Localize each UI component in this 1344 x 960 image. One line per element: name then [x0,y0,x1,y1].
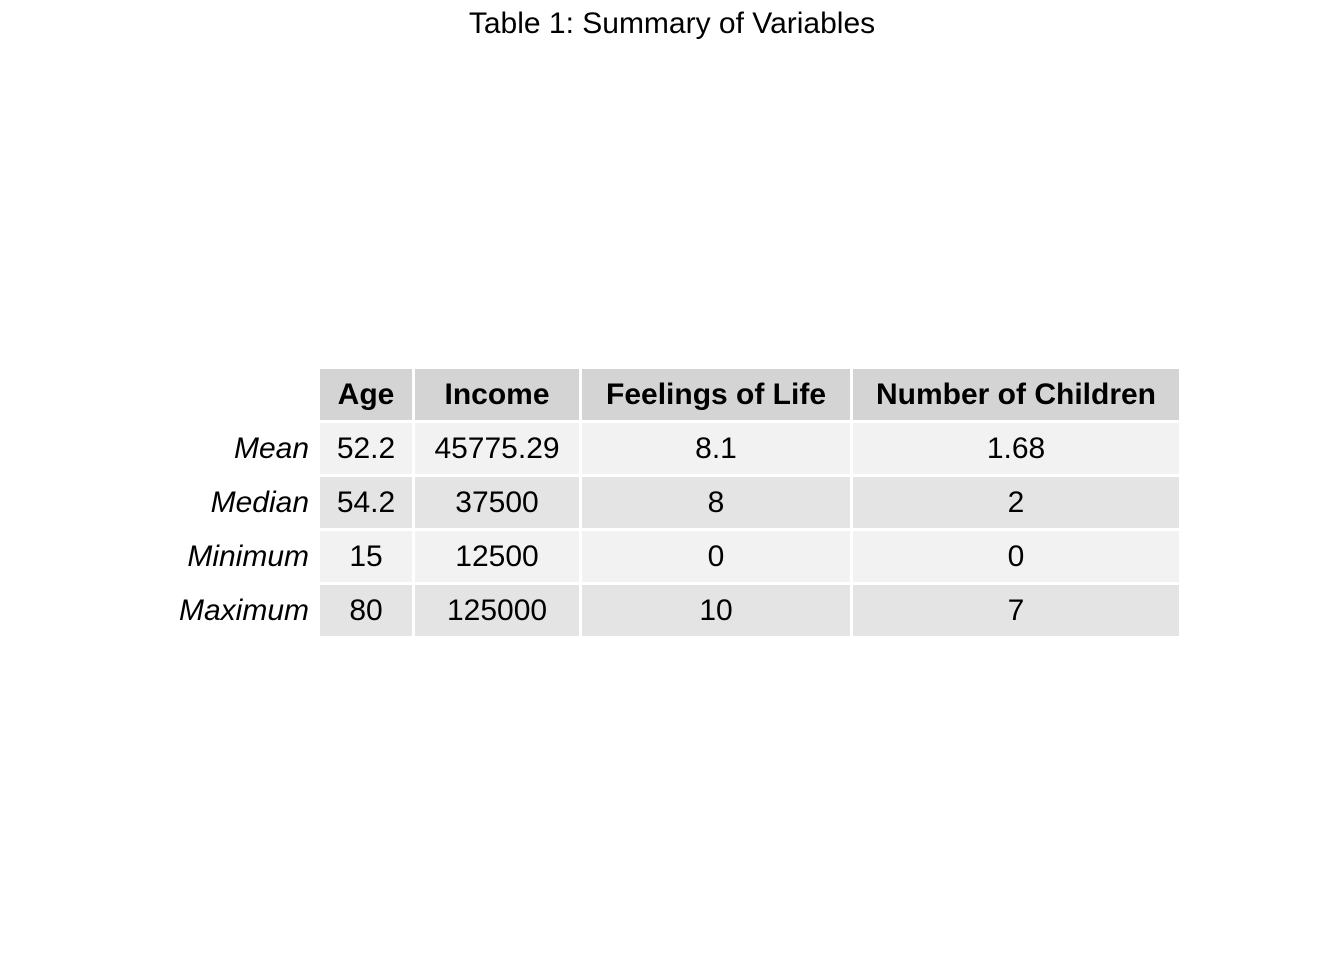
table-title: Table 1: Summary of Variables [468,7,876,40]
corner-cell [179,369,317,420]
table-row-minimum: Minimum 15 12500 0 0 [179,531,1180,582]
row-label-maximum: Maximum [179,593,310,627]
cell-median-income: 37500 [415,477,580,528]
cell-mean-feelings-of-life: 8.1 [582,423,851,474]
cell-median-age: 54.2 [320,477,413,528]
column-header-feelings-of-life: Feelings of Life [582,369,851,420]
cell-mean-income: 45775.29 [415,423,580,474]
column-header-number-of-children: Number of Children [853,369,1180,420]
table-row-maximum: Maximum 80 125000 10 7 [179,585,1180,636]
row-label-median: Median [210,485,310,519]
cell-maximum-income: 125000 [415,585,580,636]
cell-maximum-age: 80 [320,585,413,636]
cell-maximum-feelings-of-life: 10 [582,585,851,636]
cell-minimum-number-of-children: 0 [853,531,1180,582]
header-row: Age Income Feelings of Life Number of Ch… [179,369,1180,420]
cell-mean-age: 52.2 [320,423,413,474]
table-row-median: Median 54.2 37500 8 2 [179,477,1180,528]
cell-maximum-number-of-children: 7 [853,585,1180,636]
table-row-mean: Mean 52.2 45775.29 8.1 1.68 [179,423,1180,474]
cell-minimum-feelings-of-life: 0 [582,531,851,582]
row-label-minimum: Minimum [187,539,310,573]
column-header-income: Income [415,369,580,420]
cell-median-feelings-of-life: 8 [582,477,851,528]
row-label-mean: Mean [233,431,310,465]
cell-mean-number-of-children: 1.68 [853,423,1180,474]
cell-median-number-of-children: 2 [853,477,1180,528]
cell-minimum-income: 12500 [415,531,580,582]
column-header-age: Age [320,369,413,420]
summary-table: Age Income Feelings of Life Number of Ch… [176,366,1182,639]
cell-minimum-age: 15 [320,531,413,582]
